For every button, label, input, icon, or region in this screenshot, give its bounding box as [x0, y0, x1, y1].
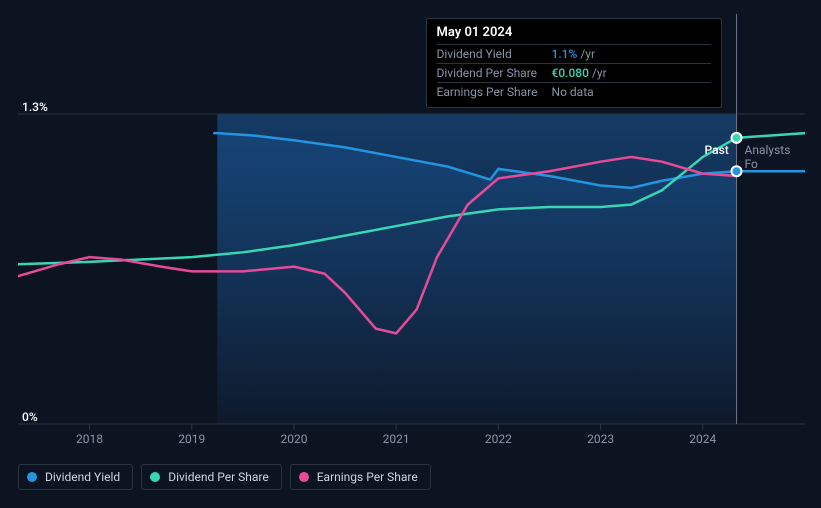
- tooltip-row: Dividend Yield1.1%/yr: [437, 44, 711, 63]
- tooltip-row-label: Dividend Per Share: [437, 66, 552, 80]
- tooltip-row-label: Dividend Yield: [437, 47, 552, 61]
- legend-item[interactable]: Dividend Per Share: [141, 464, 282, 490]
- tooltip-title: May 01 2024: [437, 25, 711, 44]
- chart-tooltip: May 01 2024 Dividend Yield1.1%/yrDividen…: [426, 18, 722, 108]
- x-axis-label: 2019: [178, 432, 205, 446]
- tooltip-row-unit: /yr: [580, 47, 595, 61]
- tooltip-row-value: No data: [552, 85, 594, 99]
- legend-swatch: [299, 472, 309, 482]
- past-label: Past: [705, 143, 729, 157]
- y-axis-label: 0%: [22, 410, 38, 424]
- tooltip-row-value: €0.080: [552, 66, 589, 80]
- forecast-label: Analysts Fo: [745, 143, 805, 171]
- legend-item[interactable]: Dividend Yield: [18, 464, 133, 490]
- legend-item[interactable]: Earnings Per Share: [290, 464, 431, 490]
- x-axis-label: 2023: [587, 432, 614, 446]
- legend-label: Earnings Per Share: [317, 470, 418, 484]
- legend-label: Dividend Yield: [45, 470, 120, 484]
- x-axis-label: 2021: [383, 432, 410, 446]
- legend-swatch: [150, 472, 160, 482]
- tooltip-row: Earnings Per ShareNo data: [437, 82, 711, 101]
- tooltip-row-unit: /yr: [592, 66, 607, 80]
- tooltip-row-label: Earnings Per Share: [437, 85, 552, 99]
- tooltip-row-value: 1.1%: [552, 47, 578, 61]
- x-axis-label: 2024: [689, 432, 716, 446]
- x-axis-label: 2022: [485, 432, 512, 446]
- tooltip-row: Dividend Per Share€0.080/yr: [437, 63, 711, 82]
- legend-swatch: [27, 472, 37, 482]
- y-axis-label: 1.3%: [22, 100, 48, 114]
- x-axis-label: 2020: [280, 432, 307, 446]
- x-axis-label: 2018: [76, 432, 103, 446]
- legend-label: Dividend Per Share: [168, 470, 269, 484]
- chart-legend: Dividend Yield Dividend Per Share Earnings…: [18, 464, 431, 490]
